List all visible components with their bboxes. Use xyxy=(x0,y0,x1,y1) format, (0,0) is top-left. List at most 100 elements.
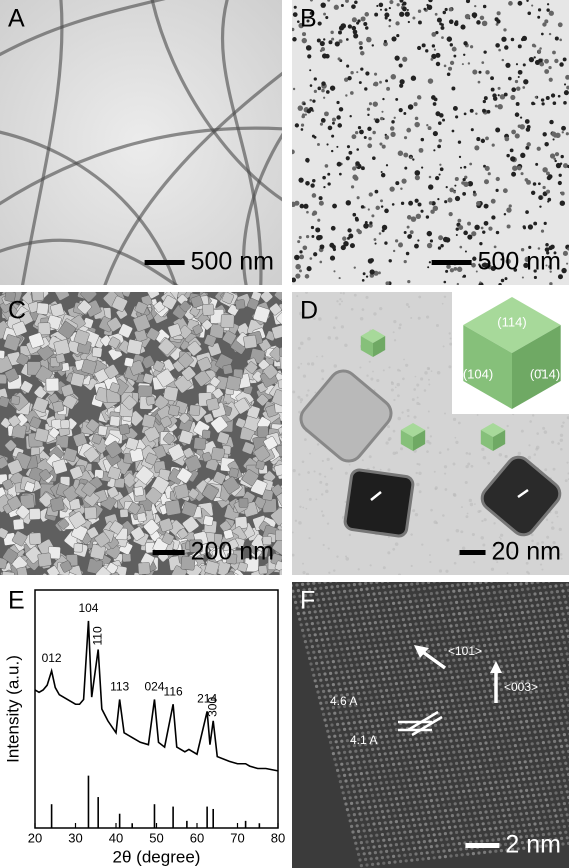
lattice-dot xyxy=(545,706,548,709)
lattice-dot xyxy=(486,701,489,704)
nanoparticle xyxy=(381,171,383,173)
nanoparticle xyxy=(366,275,368,277)
lattice-dot xyxy=(385,666,388,669)
lattice-dot xyxy=(417,680,420,683)
nanoparticle xyxy=(402,57,407,62)
lattice-dot xyxy=(449,762,452,765)
nanocube xyxy=(279,569,292,582)
nanoparticle xyxy=(432,44,435,47)
lattice-dot xyxy=(501,579,504,582)
lattice-dot xyxy=(510,704,513,707)
lattice-dot xyxy=(374,598,377,601)
texture xyxy=(557,442,560,445)
lattice-dot xyxy=(343,682,346,685)
texture xyxy=(429,554,431,556)
lattice-dot xyxy=(388,723,391,726)
lattice-dot xyxy=(346,739,349,742)
lattice-dot xyxy=(466,807,469,810)
nanocube xyxy=(52,401,64,413)
lattice-dot xyxy=(368,599,371,602)
lattice-dot xyxy=(483,805,486,808)
lattice-dot xyxy=(434,724,437,727)
nanoparticle xyxy=(319,261,322,264)
lattice-dot xyxy=(490,741,493,744)
nanocube xyxy=(239,498,248,507)
lattice-dot xyxy=(391,803,394,806)
nanoparticle xyxy=(549,78,553,82)
lattice-dot xyxy=(409,830,412,833)
nanoparticle xyxy=(481,61,484,64)
lattice-dot xyxy=(484,741,487,744)
lattice-dot xyxy=(525,674,528,677)
texture xyxy=(410,317,412,319)
lattice-dot xyxy=(557,619,560,622)
nanoparticle xyxy=(354,176,359,181)
nanocube xyxy=(280,355,294,369)
texture xyxy=(430,509,433,512)
lattice-dot xyxy=(552,619,555,622)
lattice-dot xyxy=(518,807,521,810)
lattice-dot xyxy=(507,670,510,673)
nanocube xyxy=(258,565,267,574)
nanoparticle xyxy=(543,132,547,136)
lattice-dot xyxy=(358,812,361,815)
lattice-dot xyxy=(365,679,368,682)
lattice-dot xyxy=(475,702,478,705)
lattice-dot xyxy=(398,785,401,788)
nanoparticle xyxy=(294,6,297,9)
texture xyxy=(322,460,324,462)
texture xyxy=(307,471,310,474)
nanoparticle xyxy=(538,8,541,11)
nanoparticle xyxy=(518,124,521,127)
lattice-dot xyxy=(363,668,366,671)
texture xyxy=(397,383,400,386)
nanoparticle xyxy=(429,176,432,179)
lattice-dot xyxy=(500,734,503,737)
lattice-dot xyxy=(561,819,564,822)
nanoparticle xyxy=(482,230,485,233)
lattice-dot xyxy=(386,694,389,697)
nanocube xyxy=(281,381,292,392)
lattice-dot xyxy=(402,687,405,690)
lattice-dot xyxy=(385,781,388,784)
lattice-dot xyxy=(504,590,507,593)
lattice-dot xyxy=(498,590,501,593)
lattice-dot xyxy=(430,822,433,825)
x-tick-label: 60 xyxy=(190,830,204,845)
nanoparticle xyxy=(299,269,302,272)
lattice-dot xyxy=(533,707,536,710)
lattice-dot xyxy=(475,587,478,590)
lattice-dot xyxy=(480,702,483,705)
lattice-dot xyxy=(323,695,326,698)
nanoparticle xyxy=(440,244,443,247)
lattice-dot xyxy=(403,716,406,719)
lattice-dot xyxy=(427,834,430,837)
texture xyxy=(400,447,403,450)
lattice-dot xyxy=(532,656,535,659)
nanocube xyxy=(29,508,40,519)
lattice-dot xyxy=(529,783,532,786)
lattice-dot xyxy=(382,724,385,727)
lattice-dot xyxy=(339,780,342,783)
lattice-dot xyxy=(521,795,524,798)
texture xyxy=(316,356,318,358)
lattice-dot xyxy=(503,722,506,725)
lattice-dot xyxy=(410,606,413,609)
nanoparticle xyxy=(331,226,336,231)
lattice-dot xyxy=(482,776,485,779)
lattice-dot xyxy=(533,592,536,595)
lattice-dot xyxy=(531,604,534,607)
nanocube xyxy=(130,448,144,462)
lattice-dot xyxy=(430,776,433,779)
lattice-dot xyxy=(508,607,511,610)
texture xyxy=(419,490,422,493)
lattice-dot xyxy=(361,594,364,597)
lattice-dot xyxy=(367,639,370,642)
lattice-dot xyxy=(477,575,480,578)
lattice-dot xyxy=(508,699,511,702)
lattice-dot xyxy=(379,758,382,761)
nanoparticle xyxy=(384,241,387,244)
nanocube xyxy=(170,575,180,585)
nanoparticle xyxy=(483,5,486,8)
lattice-dot xyxy=(503,584,506,587)
